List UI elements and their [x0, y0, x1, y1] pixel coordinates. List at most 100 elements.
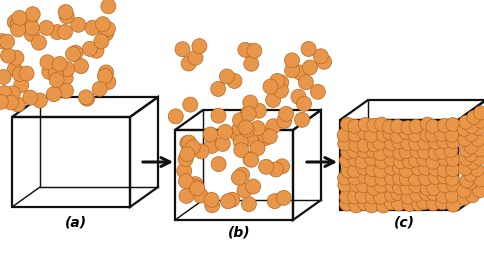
Circle shape	[399, 145, 413, 159]
Circle shape	[58, 25, 73, 39]
Circle shape	[89, 43, 104, 58]
Circle shape	[460, 174, 474, 188]
Circle shape	[445, 128, 459, 142]
Circle shape	[238, 42, 253, 57]
Circle shape	[472, 151, 484, 165]
Circle shape	[340, 197, 354, 211]
Circle shape	[391, 187, 405, 201]
Circle shape	[417, 152, 431, 166]
Circle shape	[382, 120, 396, 134]
Circle shape	[218, 124, 233, 139]
Circle shape	[168, 109, 183, 124]
Circle shape	[383, 143, 397, 157]
Circle shape	[348, 128, 362, 142]
Circle shape	[393, 161, 407, 175]
Circle shape	[247, 43, 262, 58]
Circle shape	[428, 146, 442, 160]
Circle shape	[231, 170, 246, 185]
Circle shape	[384, 152, 398, 166]
Circle shape	[10, 97, 25, 112]
Circle shape	[243, 131, 258, 146]
Circle shape	[408, 172, 423, 186]
Circle shape	[464, 140, 478, 154]
Circle shape	[221, 194, 236, 209]
Circle shape	[65, 47, 80, 62]
Circle shape	[358, 170, 372, 184]
Circle shape	[358, 117, 372, 131]
Circle shape	[23, 90, 38, 105]
Circle shape	[24, 27, 39, 42]
Circle shape	[438, 152, 452, 166]
Circle shape	[410, 144, 424, 158]
Circle shape	[241, 107, 256, 122]
Circle shape	[471, 133, 484, 147]
Circle shape	[183, 97, 198, 112]
Circle shape	[11, 16, 26, 31]
Circle shape	[400, 181, 414, 195]
Circle shape	[7, 62, 22, 77]
Circle shape	[71, 17, 86, 32]
Circle shape	[409, 137, 423, 151]
Circle shape	[188, 177, 203, 192]
Circle shape	[438, 179, 452, 193]
Circle shape	[244, 56, 259, 71]
Circle shape	[426, 182, 440, 196]
Circle shape	[376, 199, 390, 213]
Circle shape	[458, 132, 472, 147]
Circle shape	[188, 50, 203, 65]
Circle shape	[384, 196, 398, 210]
Circle shape	[384, 161, 398, 175]
Circle shape	[341, 145, 355, 159]
Circle shape	[436, 189, 450, 203]
Circle shape	[420, 182, 434, 196]
Circle shape	[401, 121, 415, 135]
Circle shape	[257, 128, 272, 143]
Circle shape	[418, 136, 432, 150]
Circle shape	[243, 95, 258, 110]
Circle shape	[437, 135, 451, 149]
Circle shape	[385, 136, 398, 151]
Circle shape	[393, 171, 407, 186]
Circle shape	[263, 79, 278, 94]
Circle shape	[175, 42, 190, 57]
Circle shape	[42, 64, 57, 80]
Circle shape	[5, 86, 20, 101]
Circle shape	[100, 21, 115, 36]
Circle shape	[211, 81, 226, 96]
Circle shape	[95, 17, 110, 32]
Circle shape	[230, 127, 245, 142]
Circle shape	[190, 181, 205, 196]
Circle shape	[356, 179, 370, 193]
Circle shape	[40, 55, 55, 70]
Circle shape	[437, 170, 451, 184]
Circle shape	[82, 41, 97, 56]
Circle shape	[428, 162, 442, 176]
Circle shape	[357, 126, 371, 140]
Circle shape	[446, 135, 460, 149]
Circle shape	[411, 197, 425, 211]
Circle shape	[420, 128, 434, 142]
Circle shape	[60, 62, 75, 77]
Circle shape	[295, 112, 310, 127]
Circle shape	[348, 190, 362, 204]
Circle shape	[7, 15, 22, 30]
Circle shape	[242, 197, 257, 212]
Circle shape	[233, 134, 248, 149]
Circle shape	[279, 106, 294, 121]
Circle shape	[367, 118, 381, 132]
Circle shape	[240, 106, 255, 121]
Circle shape	[250, 141, 265, 156]
Circle shape	[355, 189, 369, 204]
Circle shape	[235, 167, 250, 182]
Circle shape	[338, 171, 351, 185]
Circle shape	[180, 147, 195, 162]
Circle shape	[473, 106, 484, 120]
Circle shape	[337, 128, 351, 142]
Circle shape	[338, 178, 352, 192]
Circle shape	[373, 190, 387, 204]
Circle shape	[285, 63, 300, 78]
Circle shape	[420, 187, 434, 201]
Circle shape	[473, 173, 484, 187]
Circle shape	[458, 162, 472, 176]
Circle shape	[215, 136, 230, 151]
